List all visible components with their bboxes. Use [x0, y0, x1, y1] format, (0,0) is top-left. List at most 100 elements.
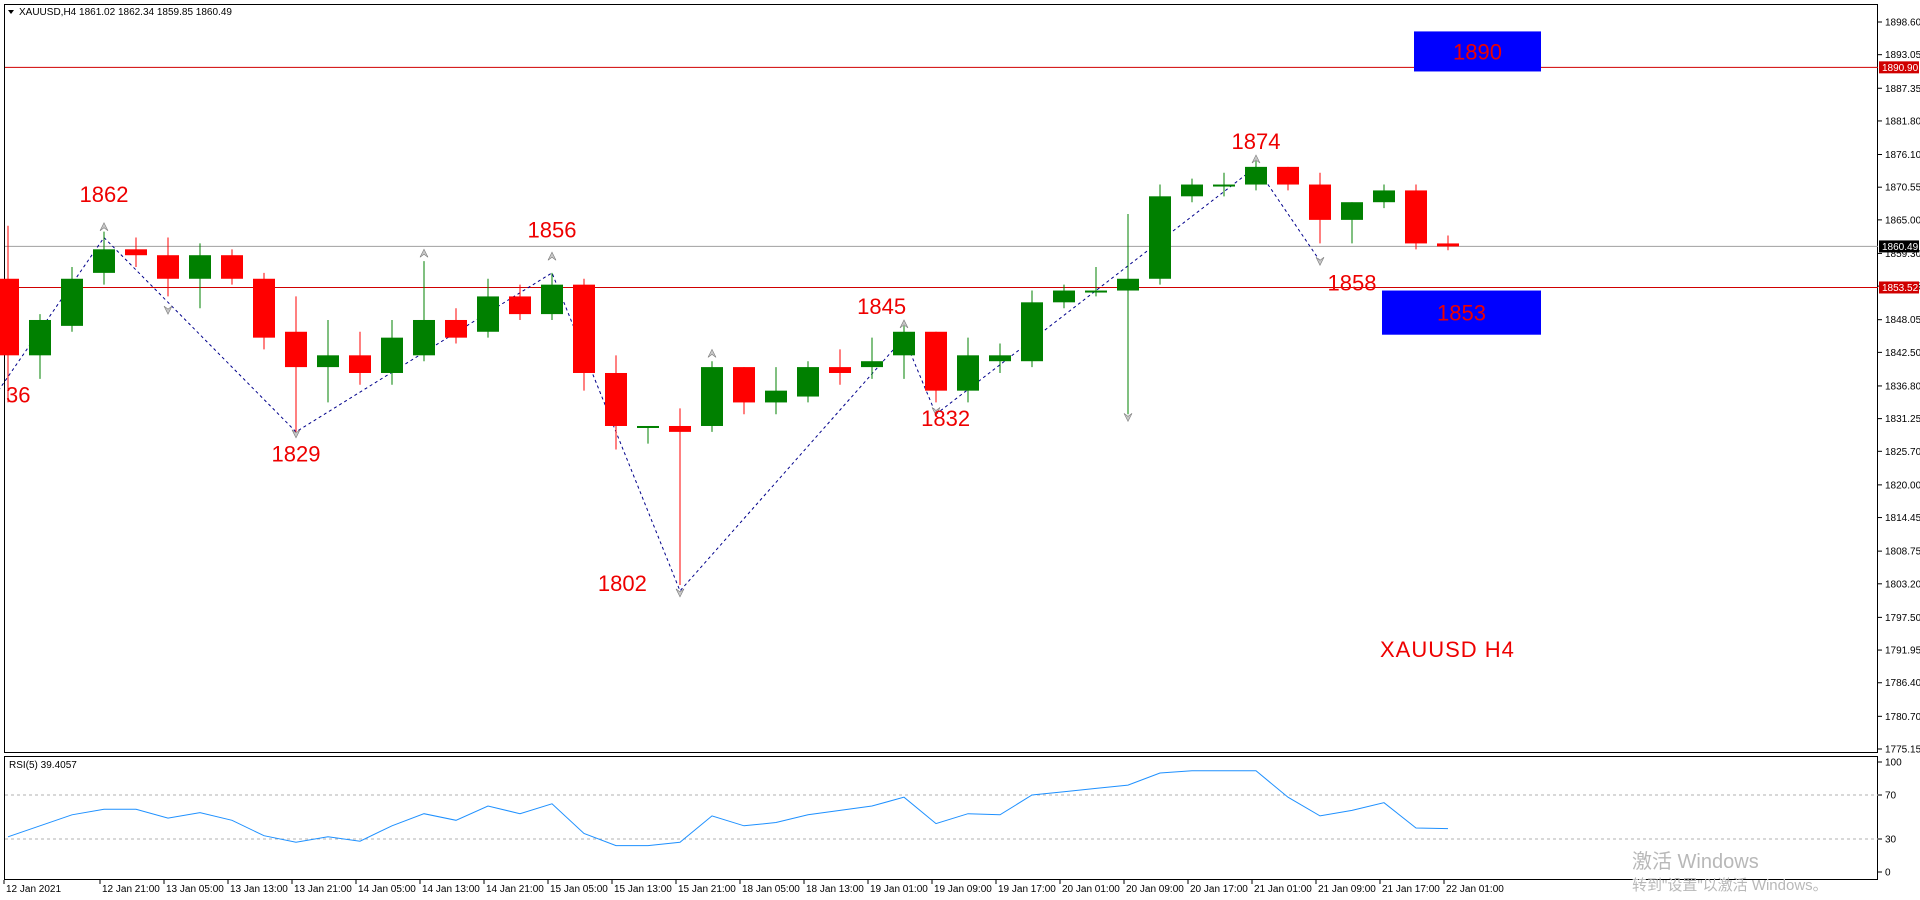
rsi-tick-label: 70	[1885, 791, 1897, 802]
rsi-label: RSI(5) 39.4057	[9, 760, 77, 771]
candle-body	[253, 278, 275, 338]
fractal-down-arrow-icon	[1123, 413, 1133, 423]
time-tick-label: 18 Jan 13:00	[806, 884, 864, 895]
candle-body	[701, 367, 723, 426]
candle-body	[893, 331, 915, 356]
pivot-label: 1802	[598, 571, 647, 596]
candle[interactable]	[893, 325, 915, 379]
candle[interactable]	[1149, 184, 1171, 285]
pivot-label: 1832	[921, 406, 970, 431]
symbol-dropdown-icon[interactable]	[8, 10, 14, 14]
price-tick-label: 1820.00	[1885, 480, 1920, 491]
price-tick-label: 1898.60	[1885, 18, 1920, 29]
time-tick-label: 20 Jan 01:00	[1062, 884, 1120, 895]
candle[interactable]	[733, 367, 755, 415]
candle[interactable]	[285, 296, 307, 432]
candle-body	[861, 361, 883, 368]
level-lines: 1860.49 1890.90 1853.52	[5, 61, 1919, 294]
candle[interactable]	[477, 278, 499, 338]
candle-body	[573, 284, 595, 373]
candle[interactable]	[125, 237, 147, 267]
zone-box[interactable]	[1382, 290, 1541, 335]
candle[interactable]	[1085, 266, 1107, 297]
candle[interactable]	[349, 331, 371, 385]
candle[interactable]	[1245, 160, 1267, 191]
price-tick-label: 1893.05	[1885, 50, 1920, 61]
candle[interactable]	[829, 349, 851, 385]
candle[interactable]	[573, 278, 595, 391]
candle[interactable]	[637, 425, 659, 444]
candle-body	[1117, 278, 1139, 291]
candle[interactable]	[413, 261, 435, 362]
price-tick-label: 1865.00	[1885, 215, 1920, 226]
candle[interactable]	[157, 237, 179, 297]
rsi-tick-label: 100	[1885, 758, 1902, 769]
candle[interactable]	[701, 361, 723, 432]
candle[interactable]	[1181, 178, 1203, 203]
candle[interactable]	[1405, 184, 1427, 250]
candle[interactable]	[925, 331, 947, 403]
candle[interactable]	[989, 343, 1011, 373]
candle-body	[1341, 202, 1363, 220]
candle[interactable]	[1341, 202, 1363, 244]
price-tick-label: 1797.50	[1885, 613, 1920, 624]
zone-box[interactable]	[1414, 31, 1541, 72]
candle[interactable]	[1309, 172, 1331, 244]
candle[interactable]	[861, 337, 883, 379]
time-tick-label: 21 Jan 01:00	[1254, 884, 1312, 895]
fractal-up-arrow-icon	[547, 251, 557, 261]
candle[interactable]	[1277, 166, 1299, 191]
symbol-info: XAUUSD,H4 1861.02 1862.34 1859.85 1860.4…	[19, 7, 232, 18]
time-tick-label: 15 Jan 13:00	[614, 884, 672, 895]
time-tick-label: 13 Jan 05:00	[166, 884, 224, 895]
fractal-up-arrow-icon	[1251, 154, 1261, 164]
pivot-label: 36	[6, 382, 30, 407]
price-tick-label: 1825.70	[1885, 447, 1920, 458]
candle[interactable]	[1213, 172, 1235, 197]
candle[interactable]	[189, 243, 211, 309]
candle-body	[1405, 190, 1427, 244]
candle-body	[1437, 243, 1459, 247]
candle-body	[829, 367, 851, 373]
candle[interactable]	[765, 367, 787, 415]
candle[interactable]	[93, 231, 115, 285]
level-price-label: 1890.90	[1882, 63, 1919, 74]
rsi-pane-frame	[4, 756, 1878, 880]
watermark-line-1: 激活 Windows	[1632, 850, 1759, 873]
candle[interactable]	[0, 225, 19, 403]
price-tick-label: 1859.30	[1885, 249, 1920, 260]
candle-body	[93, 249, 115, 273]
zone-label: 1890	[1453, 39, 1502, 64]
zone-label: 1853	[1437, 301, 1486, 326]
candle[interactable]	[1117, 213, 1139, 415]
candle-body	[0, 278, 19, 356]
candle[interactable]	[957, 337, 979, 403]
candle[interactable]	[509, 284, 531, 320]
candle[interactable]	[253, 272, 275, 350]
candle[interactable]	[317, 319, 339, 403]
candle[interactable]	[61, 266, 83, 332]
candle[interactable]	[1373, 184, 1395, 209]
time-tick-label: 13 Jan 13:00	[230, 884, 288, 895]
candle-body	[413, 319, 435, 356]
candle-body	[381, 337, 403, 373]
candle[interactable]	[541, 272, 563, 320]
candle[interactable]	[29, 314, 51, 379]
candle[interactable]	[669, 408, 691, 585]
candle-body	[1053, 290, 1075, 303]
candle[interactable]	[221, 249, 243, 285]
candle-body	[957, 355, 979, 391]
price-tick-label: 1887.35	[1885, 84, 1920, 95]
candle[interactable]	[1021, 290, 1043, 368]
candle[interactable]	[605, 355, 627, 450]
candle[interactable]	[445, 308, 467, 344]
candle[interactable]	[1053, 284, 1075, 309]
candle[interactable]	[797, 361, 819, 403]
fractal-down-arrow-icon	[291, 429, 301, 439]
pivot-label: 1856	[528, 218, 577, 243]
candle[interactable]	[1437, 235, 1459, 251]
candle-body	[605, 372, 627, 426]
candle[interactable]	[381, 319, 403, 385]
time-tick-label: 14 Jan 13:00	[422, 884, 480, 895]
